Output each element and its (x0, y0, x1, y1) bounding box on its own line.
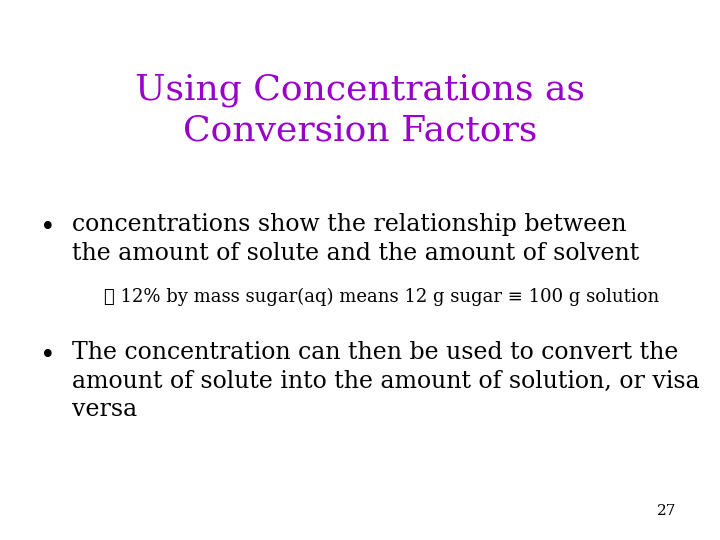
Text: 27: 27 (657, 504, 677, 518)
Text: •: • (40, 215, 55, 240)
Text: ✓ 12% by mass sugar(aq) means 12 g sugar ≡ 100 g solution: ✓ 12% by mass sugar(aq) means 12 g sugar… (104, 287, 660, 306)
Text: Using Concentrations as
Conversion Factors: Using Concentrations as Conversion Facto… (135, 73, 585, 147)
Text: concentrations show the relationship between
the amount of solute and the amount: concentrations show the relationship bet… (72, 213, 639, 265)
Text: •: • (40, 343, 55, 368)
Text: The concentration can then be used to convert the
amount of solute into the amou: The concentration can then be used to co… (72, 341, 700, 421)
